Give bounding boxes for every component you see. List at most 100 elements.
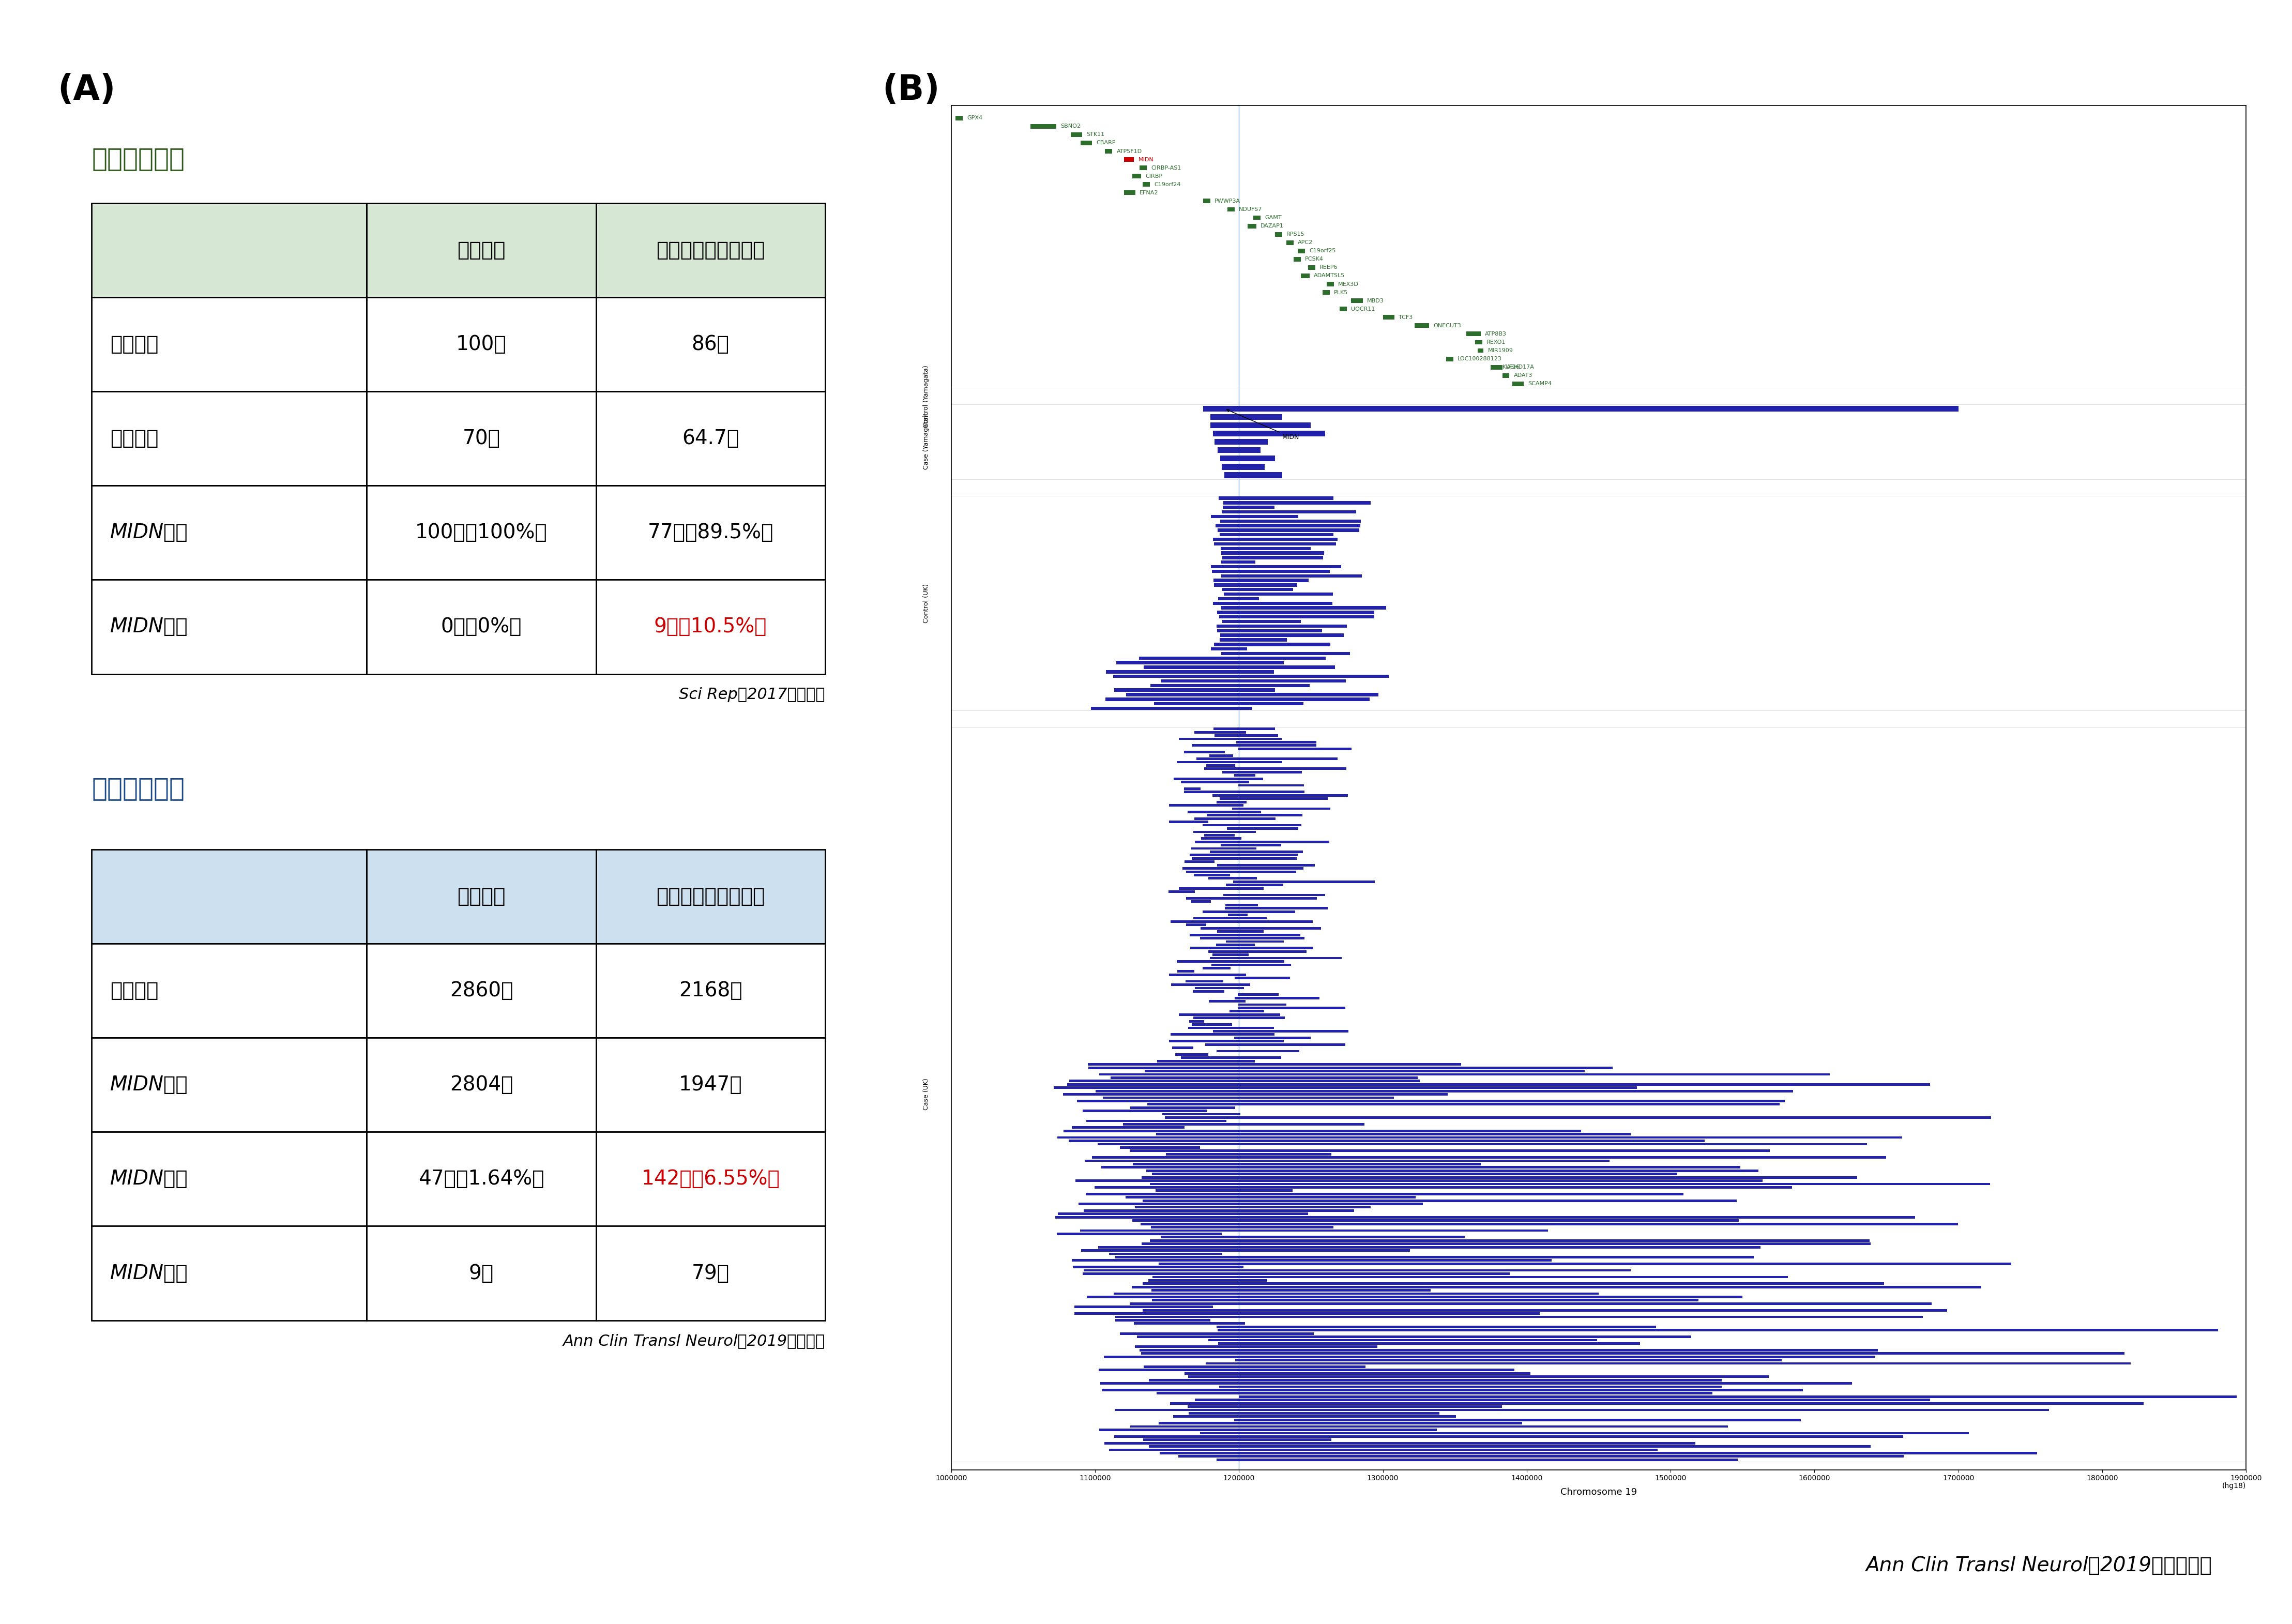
Bar <box>1185 924 1206 926</box>
Bar <box>1098 1143 1866 1145</box>
Text: EFNA2: EFNA2 <box>1139 190 1157 195</box>
Text: Sci Rep（2017）を改変: Sci Rep（2017）を改変 <box>678 687 825 702</box>
Bar <box>1222 575 1361 578</box>
Text: 100人（100%）: 100人（100%） <box>415 523 548 542</box>
Bar <box>1169 890 1194 893</box>
Bar <box>1178 1013 1279 1017</box>
Bar <box>1238 1004 1286 1005</box>
Bar <box>1139 1350 1877 1351</box>
Bar <box>1210 422 1311 429</box>
Bar <box>1187 1026 1274 1030</box>
Bar <box>1203 911 1295 913</box>
Bar <box>1164 1116 1992 1119</box>
Text: STK11: STK11 <box>1086 132 1105 136</box>
Bar <box>1206 1363 2132 1364</box>
Bar <box>1201 838 1242 840</box>
Text: RPS15: RPS15 <box>1286 232 1304 237</box>
Bar <box>1219 456 1274 461</box>
Bar <box>1203 823 1302 827</box>
Text: KLF16: KLF16 <box>1501 365 1520 370</box>
Text: ATP8B3: ATP8B3 <box>1485 331 1506 336</box>
Bar <box>1226 940 1284 944</box>
Bar <box>1112 1077 1419 1078</box>
Bar <box>1116 661 1284 664</box>
Bar <box>1219 615 1375 619</box>
Text: SCAMP4: SCAMP4 <box>1529 382 1552 387</box>
Bar <box>1222 606 1387 609</box>
Bar <box>1091 706 1251 710</box>
Bar <box>1212 794 1348 796</box>
Bar <box>1114 674 1389 677</box>
Bar <box>1162 1112 1240 1116</box>
Bar <box>1224 593 1332 596</box>
Bar <box>1123 190 1135 195</box>
Bar <box>1233 880 1375 883</box>
Bar <box>1114 1293 1600 1294</box>
Bar <box>1109 1252 1222 1255</box>
Bar <box>1478 348 1483 352</box>
Bar <box>1203 406 1957 411</box>
Bar <box>1201 1432 1969 1434</box>
Bar <box>1217 628 1322 632</box>
Text: UQCR11: UQCR11 <box>1352 307 1375 312</box>
Bar <box>1382 315 1394 320</box>
Bar <box>1167 1153 1332 1155</box>
Bar <box>1144 1283 1884 1285</box>
Bar <box>1215 643 1329 646</box>
Bar <box>1224 502 1371 505</box>
Bar <box>1116 1255 1753 1259</box>
Bar <box>1217 944 1256 947</box>
Bar <box>1031 123 1057 128</box>
Bar <box>1217 447 1261 453</box>
Text: 2804人: 2804人 <box>449 1075 513 1095</box>
Bar <box>1215 525 1359 528</box>
Bar <box>1222 844 1281 846</box>
Text: 86人: 86人 <box>692 335 729 354</box>
Bar <box>1190 947 1313 950</box>
Bar <box>1222 552 1325 555</box>
Bar <box>1089 1064 1460 1065</box>
Bar <box>1185 750 1224 754</box>
Bar <box>1212 430 1325 437</box>
Bar <box>1235 1036 1311 1039</box>
Bar <box>1210 515 1297 518</box>
Text: 被験者数: 被験者数 <box>110 981 158 1000</box>
Bar <box>1297 248 1304 253</box>
Bar <box>1084 1160 1609 1163</box>
Bar <box>1208 1000 1245 1002</box>
Bar <box>1157 1060 1256 1062</box>
Bar <box>1302 273 1309 278</box>
Bar <box>1192 991 1224 992</box>
Bar <box>1054 1086 1636 1090</box>
Bar <box>1086 1192 1685 1195</box>
Bar <box>1224 893 1325 896</box>
Bar <box>1114 1436 1902 1437</box>
Bar <box>1123 1122 1364 1125</box>
Bar <box>1121 1147 1201 1148</box>
Bar <box>1180 781 1249 783</box>
Bar <box>1063 1093 1449 1096</box>
Bar <box>1082 1249 1410 1252</box>
Bar <box>1238 747 1352 750</box>
Bar <box>1414 323 1428 328</box>
Bar <box>1102 1389 1804 1392</box>
Text: MIDN欠損: MIDN欠損 <box>110 1169 188 1189</box>
Bar <box>1192 1023 1233 1026</box>
Bar <box>1192 900 1210 903</box>
Bar <box>1141 1242 1870 1246</box>
Bar <box>1233 1419 1802 1421</box>
Bar <box>1135 1346 1377 1348</box>
Bar <box>1132 174 1141 179</box>
Bar <box>1091 1156 1886 1158</box>
Bar <box>1174 778 1263 780</box>
Bar <box>1247 224 1256 229</box>
Bar <box>1238 784 1304 786</box>
Text: PCSK4: PCSK4 <box>1304 257 1325 261</box>
Text: MIDN: MIDN <box>1226 409 1300 440</box>
Bar <box>1210 565 1341 568</box>
Bar <box>1093 1186 1792 1189</box>
Bar <box>1171 921 1313 922</box>
Bar <box>956 115 963 120</box>
Bar <box>1215 583 1297 586</box>
Bar <box>1219 520 1361 523</box>
